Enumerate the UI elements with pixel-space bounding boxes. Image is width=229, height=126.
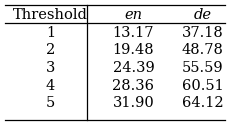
Text: 31.90: 31.90 <box>112 96 154 110</box>
Text: 28.36: 28.36 <box>112 79 154 93</box>
Text: de: de <box>193 8 210 22</box>
Text: 37.18: 37.18 <box>181 26 222 40</box>
Text: 48.78: 48.78 <box>181 43 222 57</box>
Text: 3: 3 <box>46 61 55 75</box>
Text: 24.39: 24.39 <box>112 61 154 75</box>
Text: 55.59: 55.59 <box>181 61 222 75</box>
Text: 4: 4 <box>46 79 55 93</box>
Text: 60.51: 60.51 <box>181 79 222 93</box>
Text: en: en <box>124 8 142 22</box>
Text: 5: 5 <box>46 96 55 110</box>
Text: Threshold: Threshold <box>13 8 88 22</box>
Text: 2: 2 <box>46 43 55 57</box>
Text: 64.12: 64.12 <box>181 96 222 110</box>
Text: 13.17: 13.17 <box>112 26 153 40</box>
Text: 19.48: 19.48 <box>112 43 153 57</box>
Text: 1: 1 <box>46 26 55 40</box>
